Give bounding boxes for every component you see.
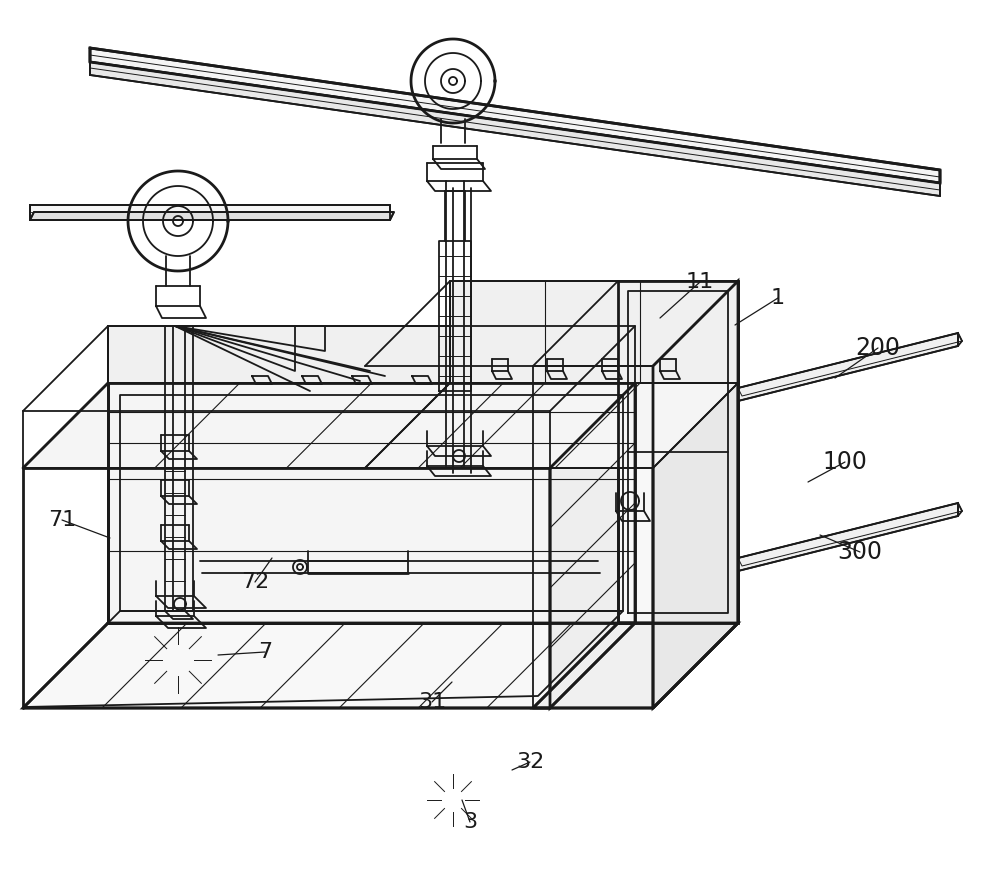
Text: 1: 1 <box>771 288 785 308</box>
Text: 200: 200 <box>856 336 900 360</box>
Polygon shape <box>90 48 940 183</box>
Polygon shape <box>450 281 738 383</box>
Polygon shape <box>365 383 738 468</box>
Text: 11: 11 <box>686 272 714 292</box>
Polygon shape <box>108 326 635 383</box>
Polygon shape <box>738 333 958 401</box>
Text: 31: 31 <box>418 692 446 712</box>
Polygon shape <box>23 383 635 468</box>
Text: 100: 100 <box>823 450 867 474</box>
Polygon shape <box>23 623 635 708</box>
Polygon shape <box>653 281 738 708</box>
Text: 3: 3 <box>463 812 477 832</box>
Text: 32: 32 <box>516 752 544 772</box>
Polygon shape <box>550 383 635 708</box>
Text: 7: 7 <box>258 642 272 662</box>
Polygon shape <box>108 383 635 623</box>
Polygon shape <box>30 212 394 220</box>
Text: 71: 71 <box>48 510 76 530</box>
Text: 72: 72 <box>241 572 269 592</box>
Polygon shape <box>90 62 940 196</box>
Polygon shape <box>533 623 738 708</box>
Text: 300: 300 <box>838 540 883 564</box>
Polygon shape <box>30 205 390 220</box>
Polygon shape <box>618 281 738 623</box>
Polygon shape <box>738 503 958 571</box>
